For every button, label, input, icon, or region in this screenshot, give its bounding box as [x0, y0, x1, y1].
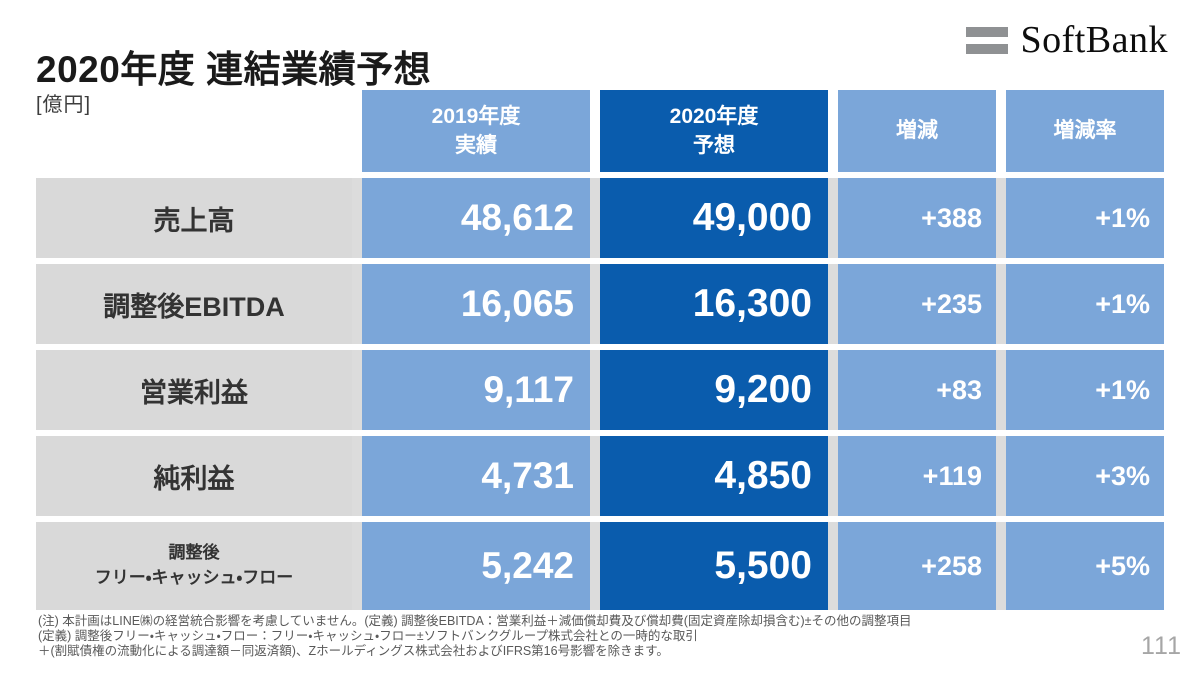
column-header-fy2020: 2020年度 予想: [600, 90, 828, 172]
footnote-line: ＋(割賦債権の流動化による調達額－同返済額)、Zホールディングス株式会社およびI…: [38, 644, 669, 658]
softbank-logo-text: SoftBank: [1020, 19, 1168, 61]
column-header-line: 予想: [693, 134, 735, 157]
value-fy2019: 4,731: [362, 436, 590, 516]
row-label: 調整後EBITDA: [36, 264, 352, 344]
column-header-line: 増減: [896, 119, 938, 143]
value-fy2020: 4,850: [600, 436, 828, 516]
value-fy2019: 16,065: [362, 264, 590, 344]
value-fy2020: 16,300: [600, 264, 828, 344]
value-change: +258: [838, 522, 996, 610]
value-change-rate: +5%: [1006, 522, 1164, 610]
results-forecast-table: 2019年度 実績 2020年度 予想 増減 増減率 売上高 48,612 49…: [36, 90, 1164, 616]
value-fy2019: 9,117: [362, 350, 590, 430]
value-fy2019: 5,242: [362, 522, 590, 610]
table-row-adjusted-ebitda: 調整後EBITDA 16,065 16,300 +235 +1%: [36, 264, 1164, 344]
value-fy2020: 5,500: [600, 522, 828, 610]
value-change-rate: +1%: [1006, 178, 1164, 258]
column-header-line: 2019年度: [431, 104, 521, 128]
row-label-line1: 調整後: [168, 543, 220, 563]
column-header-fy2019: 2019年度 実績: [362, 90, 590, 172]
footnote-line: (定義) 調整後フリー・キャッシュ・フロー：フリー・キャッシュ・フロー±ソフトバ…: [38, 629, 698, 643]
row-label: 純利益: [36, 436, 352, 516]
header-spacer: [36, 90, 352, 172]
footnotes: (注) 本計画はLINE㈱の経営統合影響を考慮していません。(定義) 調整後EB…: [38, 614, 1098, 659]
logo-bar-top: [966, 26, 1009, 37]
value-change-rate: +3%: [1006, 436, 1164, 516]
page-number: 111: [1140, 632, 1182, 660]
table-row-revenue: 売上高 48,612 49,000 +388 +1%: [36, 178, 1164, 258]
row-label: 売上高: [36, 178, 352, 258]
table-row-net-income: 純利益 4,731 4,850 +119 +3%: [36, 436, 1164, 516]
page-title: 2020年度 連結業績予想: [36, 48, 432, 90]
logo-bar-bottom: [966, 43, 1009, 54]
table-row-adjusted-free-cash-flow: 調整後 フリー・キャッシュ・フロー 5,242 5,500 +258 +5%: [36, 522, 1164, 610]
value-fy2019: 48,612: [362, 178, 590, 258]
table-header-row: 2019年度 実績 2020年度 予想 増減 増減率: [36, 90, 1164, 172]
value-change: +235: [838, 264, 996, 344]
value-fy2020: 49,000: [600, 178, 828, 258]
column-header-line: 増減率: [1053, 119, 1117, 143]
value-change: +119: [838, 436, 996, 516]
row-label: 営業利益: [36, 350, 352, 430]
value-change-rate: +1%: [1006, 264, 1164, 344]
row-label-line2: フリー・キャッシュ・フロー: [94, 568, 294, 587]
column-header-change-rate: 増減率: [1006, 90, 1164, 172]
softbank-bars-icon: [966, 26, 1009, 54]
value-change: +83: [838, 350, 996, 430]
value-change: +388: [838, 178, 996, 258]
unit-label: [億円]: [36, 94, 92, 116]
column-header-change: 増減: [838, 90, 996, 172]
column-header-line: 実績: [455, 134, 497, 157]
row-label: 調整後 フリー・キャッシュ・フロー: [36, 522, 352, 610]
value-fy2020: 9,200: [600, 350, 828, 430]
footnote-line: (注) 本計画はLINE㈱の経営統合影響を考慮していません。(定義) 調整後EB…: [38, 614, 912, 628]
column-header-line: 2020年度: [669, 104, 759, 128]
softbank-logo: SoftBank: [966, 18, 1168, 62]
value-change-rate: +1%: [1006, 350, 1164, 430]
table-row-operating-income: 営業利益 9,117 9,200 +83 +1%: [36, 350, 1164, 430]
